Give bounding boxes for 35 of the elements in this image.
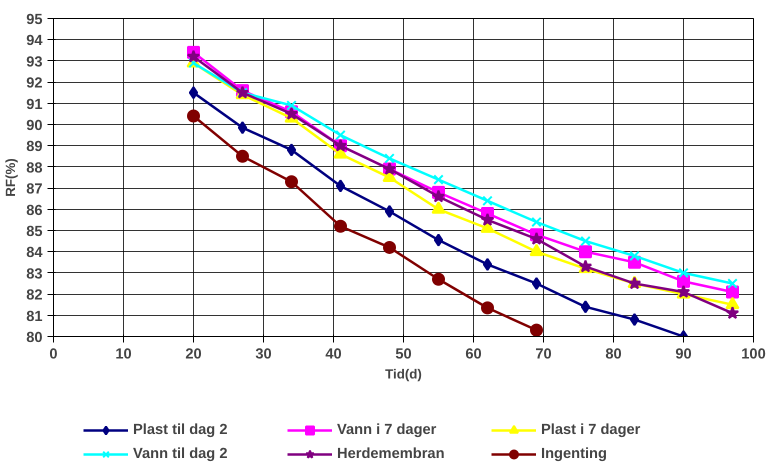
y-tick-label: 94 bbox=[26, 33, 44, 50]
x-axis-title: Tid(d) bbox=[385, 366, 422, 382]
x-tick-label: 40 bbox=[325, 346, 342, 362]
y-tick-label: 92 bbox=[26, 76, 43, 92]
y-tick-label: 84 bbox=[26, 245, 44, 262]
x-tick-label: 30 bbox=[255, 346, 272, 362]
x-tick-label: 100 bbox=[741, 346, 766, 362]
y-tick-label: 87 bbox=[26, 182, 43, 198]
x-tick-label: 90 bbox=[675, 346, 692, 362]
y-tick-label: 95 bbox=[26, 12, 43, 28]
legend-label: Ingenting bbox=[541, 446, 608, 462]
x-tick-label: 50 bbox=[395, 346, 412, 362]
y-tick-label: 88 bbox=[26, 160, 43, 176]
y-tick-label: 85 bbox=[26, 224, 43, 240]
y-tick-label: 91 bbox=[26, 96, 43, 113]
y-tick-label: 81 bbox=[26, 308, 43, 325]
y-tick-label: 89 bbox=[26, 139, 43, 156]
x-tick-label: 10 bbox=[115, 346, 132, 362]
x-tick-label: 0 bbox=[49, 346, 58, 362]
y-tick-label: 90 bbox=[26, 118, 43, 134]
y-tick-label: 82 bbox=[26, 288, 43, 304]
y-tick-label: 83 bbox=[26, 266, 43, 282]
y-axis-title: RF(%) bbox=[3, 158, 18, 197]
x-tick-label: 20 bbox=[185, 346, 202, 362]
y-tick-label: 93 bbox=[26, 54, 43, 70]
legend-label: Herdemembran bbox=[337, 446, 446, 462]
x-tick-label: 60 bbox=[465, 346, 482, 362]
legend-label: Vann til dag 2 bbox=[133, 446, 228, 462]
legend-label: Plast til dag 2 bbox=[133, 422, 228, 438]
y-tick-label: 86 bbox=[26, 202, 43, 219]
x-tick-label: 70 bbox=[535, 346, 552, 362]
y-tick-label: 80 bbox=[26, 330, 43, 346]
x-tick-label: 80 bbox=[605, 346, 622, 362]
legend-label: Vann i 7 dager bbox=[337, 422, 438, 438]
legend-label: Plast i 7 dager bbox=[541, 422, 642, 438]
